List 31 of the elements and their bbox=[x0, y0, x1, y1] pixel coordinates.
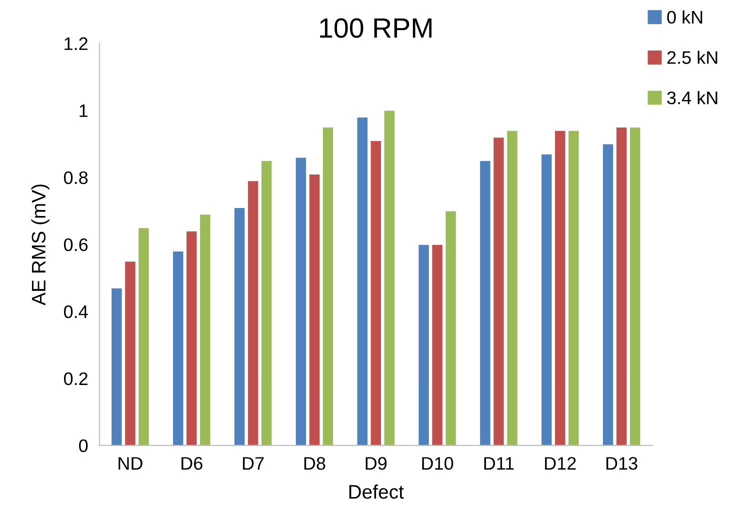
bar bbox=[431, 244, 444, 446]
y-tick-label: 0.2 bbox=[64, 372, 88, 386]
x-tick-label: D6 bbox=[182, 457, 202, 470]
bar bbox=[418, 244, 430, 446]
bar bbox=[444, 210, 457, 446]
x-tick-label: D10 bbox=[422, 457, 454, 470]
y-axis-title: AE RMS (mV) bbox=[31, 184, 50, 306]
chart-title: 100 RPM bbox=[320, 18, 432, 38]
bar bbox=[506, 130, 518, 446]
bar bbox=[138, 227, 150, 446]
x-tick-label: D11 bbox=[484, 457, 514, 470]
y-tick-label: 0 bbox=[79, 439, 88, 452]
x-tick-label: D7 bbox=[242, 457, 264, 470]
y-tick-label: 0.4 bbox=[64, 305, 88, 318]
bar bbox=[124, 260, 136, 446]
x-axis-title: Defect bbox=[349, 484, 404, 499]
y-tick-label: 1 bbox=[80, 104, 88, 117]
x-tick-label: D13 bbox=[606, 457, 638, 470]
x-tick-label: ND bbox=[118, 457, 142, 470]
y-tick-label: 1.2 bbox=[64, 37, 88, 50]
bar bbox=[492, 136, 505, 446]
legend-label: 2.5 kN bbox=[667, 50, 718, 64]
legend-label: 3.4 kN bbox=[667, 91, 718, 104]
x-tick-label: D12 bbox=[545, 457, 576, 470]
legend-label: 0 kN bbox=[667, 10, 702, 24]
y-tick-label: 0.8 bbox=[64, 171, 88, 184]
x-tick-label: D9 bbox=[366, 457, 387, 470]
x-tick-label: D8 bbox=[304, 457, 326, 470]
bar bbox=[110, 288, 123, 446]
bar bbox=[479, 160, 492, 446]
y-tick-label: 0.6 bbox=[64, 238, 88, 252]
